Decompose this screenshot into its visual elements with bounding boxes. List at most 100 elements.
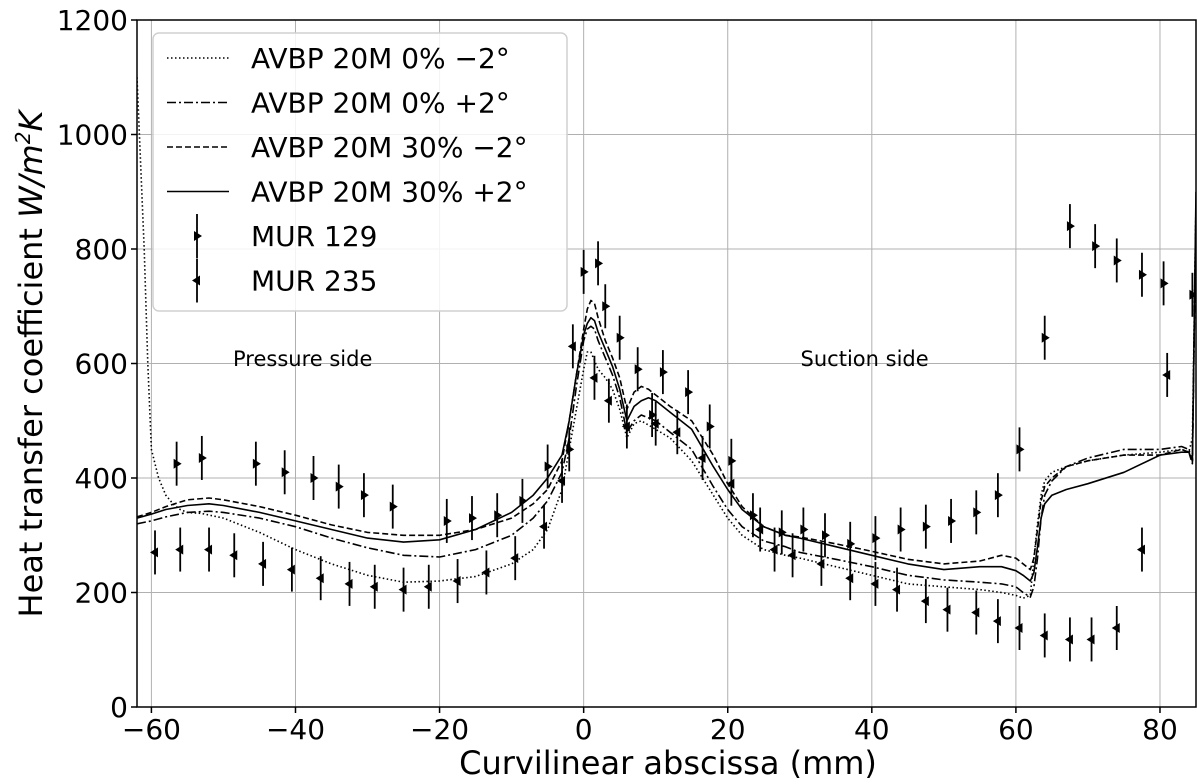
series-4-point	[468, 496, 477, 541]
series-4-point	[749, 493, 758, 538]
x-tick-label: 80	[1142, 713, 1178, 746]
series-5-point	[1136, 527, 1145, 572]
series-5-point	[204, 527, 213, 572]
x-tick-label: 0	[575, 713, 593, 746]
series-4-point	[706, 404, 715, 449]
series-4-point	[252, 441, 261, 486]
series-4-point	[616, 315, 625, 360]
series-5-point	[726, 461, 735, 506]
series-5-point	[481, 550, 490, 595]
series-5-point	[315, 556, 324, 601]
series-5-point	[845, 556, 854, 601]
legend-box	[152, 32, 568, 312]
series-5-point	[229, 533, 238, 578]
x-tick-label: −40	[266, 713, 325, 746]
series-5-point	[787, 533, 796, 578]
series-4-point	[872, 516, 881, 561]
series-4-point	[544, 444, 553, 489]
series-5-markers	[150, 324, 1171, 662]
series-5-point	[286, 547, 295, 592]
series-4-point	[494, 493, 503, 538]
plot-area	[137, 77, 1196, 662]
series-4-point	[173, 441, 182, 486]
series-5-point	[892, 567, 901, 612]
legend-label: MUR 235	[251, 265, 377, 298]
series-5-point	[816, 541, 825, 586]
legend-entry: MUR 129	[194, 214, 377, 258]
y-axis-title-unit-k: K	[12, 108, 50, 132]
y-tick-label: 1200	[57, 4, 128, 37]
series-4-point	[1092, 224, 1101, 269]
series-5-point	[1111, 605, 1120, 650]
series-4-point	[443, 498, 452, 543]
legend-label: AVBP 20M 30% +2°	[251, 176, 528, 209]
x-axis-title: Curvilinear abscissa (mm)	[459, 744, 877, 782]
series-4-point	[847, 521, 856, 566]
series-5-point	[697, 435, 706, 480]
series-4-point	[685, 370, 694, 415]
y-axis-title: Heat transfer coefficient W/m2K	[11, 108, 50, 618]
series-5-point	[344, 561, 353, 606]
series-4-point	[566, 427, 575, 472]
legend-label: AVBP 20M 0% −2°	[251, 42, 510, 75]
legend-entry: MUR 235	[192, 258, 377, 303]
series-4-point	[897, 507, 906, 552]
y-axis-title-text: Heat transfer coefficient	[12, 218, 50, 618]
series-4-point	[1016, 427, 1025, 472]
series-5-point	[557, 458, 566, 503]
series-5-point	[510, 536, 519, 581]
series-5-point	[621, 404, 630, 449]
x-tick-label: 20	[710, 713, 746, 746]
series-4-point	[634, 347, 643, 392]
series-4-point	[973, 490, 982, 535]
series-5-point	[1064, 617, 1073, 662]
x-tick-label: −20	[410, 713, 469, 746]
series-4-point	[360, 473, 369, 518]
series-4-point	[1113, 238, 1122, 283]
series-4-point	[1138, 252, 1147, 297]
series-5-point	[567, 324, 576, 369]
series-5-point	[672, 410, 681, 455]
series-5-point	[769, 527, 778, 572]
series-4-point	[922, 504, 931, 549]
y-tick-label: 200	[75, 577, 128, 610]
series-5-point	[1162, 352, 1171, 397]
series-4-point	[659, 350, 668, 395]
series-4-point	[778, 510, 787, 555]
series-4-point	[821, 513, 830, 558]
series-0-line	[137, 77, 1196, 599]
series-4-point	[1041, 315, 1050, 360]
series-5-point	[870, 561, 879, 606]
x-tick-label: −60	[122, 713, 181, 746]
series-5-point	[369, 564, 378, 609]
legend: AVBP 20M 0% −2° AVBP 20M 0% +2° AVBP 20M 3…	[152, 32, 568, 312]
series-4-point	[198, 435, 207, 480]
series-5-point	[920, 579, 929, 624]
legend-entry: AVBP 20M 30% +2°	[167, 176, 528, 209]
legend-entry: AVBP 20M 30% −2°	[167, 131, 528, 164]
y-tick-label: 0	[110, 691, 128, 724]
y-tick-label: 800	[75, 233, 128, 266]
series-5-point	[1014, 605, 1023, 650]
x-tick-label: 60	[998, 713, 1034, 746]
y-axis-title-unit-sup: 2	[11, 132, 35, 145]
y-axis-title-unit: W/m	[12, 144, 50, 218]
legend-label: MUR 129	[251, 220, 377, 253]
x-tick-label: 40	[854, 713, 890, 746]
y-tick-label: 600	[75, 348, 128, 381]
series-5-point	[1086, 617, 1095, 662]
legend-label: AVBP 20M 0% +2°	[251, 87, 510, 120]
y-tick-label: 400	[75, 462, 128, 495]
legend-entry: AVBP 20M 0% −2°	[167, 42, 510, 75]
series-5-point	[258, 541, 267, 586]
series-5-point	[942, 587, 951, 632]
series-4-point	[1066, 204, 1075, 249]
legend-entry: AVBP 20M 0% +2°	[167, 87, 510, 120]
series-5-point	[589, 355, 598, 400]
legend-marker	[192, 258, 200, 303]
series-4-point	[580, 249, 589, 294]
series-4-point	[335, 464, 344, 509]
series-4-point	[994, 473, 1003, 518]
